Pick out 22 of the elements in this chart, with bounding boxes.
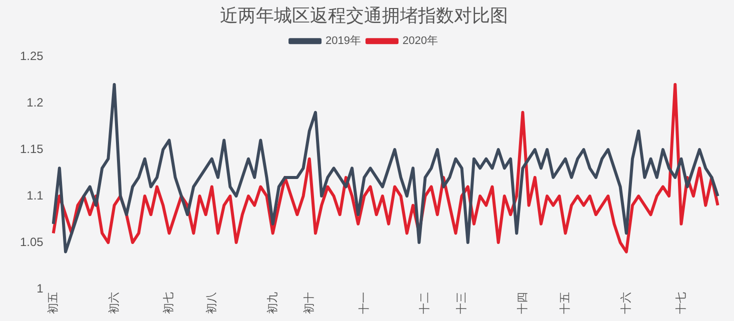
x-tick-label: 十五 — [558, 292, 572, 314]
y-tick-label: 1.1 — [26, 188, 44, 202]
x-tick-label: 初五 — [46, 292, 60, 314]
x-tick-label: 十二 — [418, 292, 432, 314]
y-tick-label: 1.15 — [20, 142, 44, 156]
x-tick-label: 初十 — [302, 292, 316, 314]
x-tick-label: 十四 — [516, 292, 529, 314]
x-tick-label: 十一 — [357, 292, 370, 314]
legend-label: 2019年 — [326, 35, 362, 48]
y-tick-label: 1.2 — [26, 95, 44, 110]
x-tick-label: 十三 — [454, 292, 468, 314]
x-tick-label: 初七 — [162, 292, 176, 314]
x-tick-label: 十六 — [619, 292, 632, 314]
y-tick-label: 1.05 — [20, 234, 44, 249]
y-tick-label: 1.25 — [20, 48, 44, 63]
y-tick-label: 1 — [36, 281, 44, 296]
x-tick-label: 初八 — [204, 292, 218, 314]
chart-title: 近两年城区返程交通拥堵指数对比图 — [220, 5, 508, 26]
x-tick-label: 初六 — [107, 292, 120, 314]
x-tick-label: 十七 — [674, 292, 688, 314]
x-tick-label: 初九 — [266, 292, 279, 314]
legend-label: 2020年 — [402, 35, 438, 48]
